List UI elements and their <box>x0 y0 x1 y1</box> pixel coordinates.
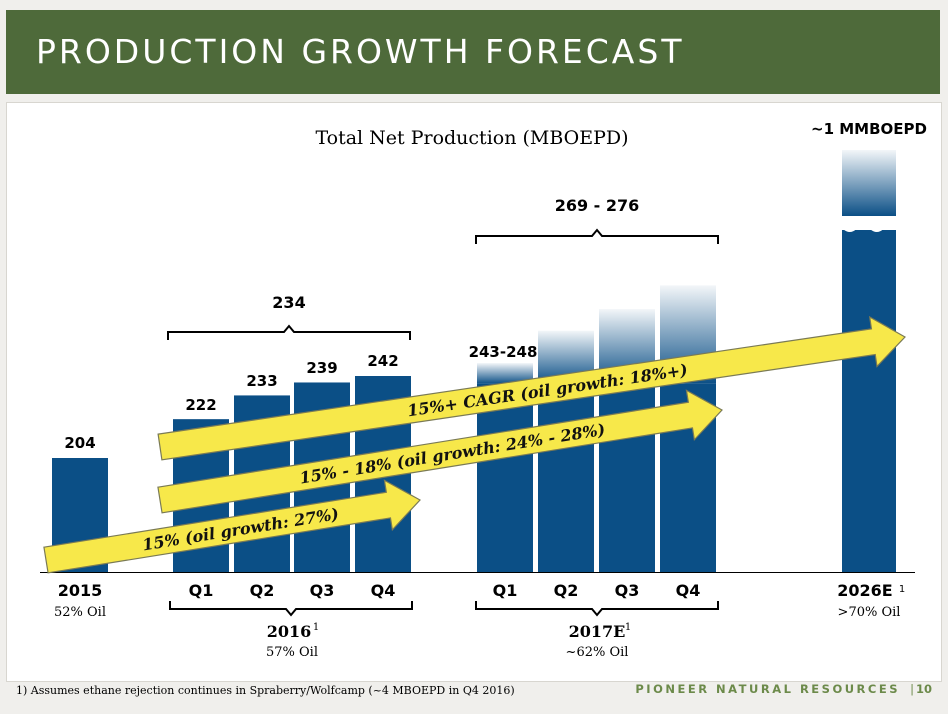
bracket-2016-label: 234 <box>272 293 305 312</box>
oil-pct-2017: ~62% Oil <box>566 645 629 660</box>
tick-label-4: Q4 <box>371 581 396 600</box>
bracket-2016 <box>167 324 411 340</box>
bar-6 <box>538 383 594 572</box>
bracket-2017 <box>475 228 719 244</box>
bar-value-label-3: 239 <box>306 359 337 377</box>
tick-label-5: Q1 <box>493 581 518 600</box>
growth-arrow-shape-1 <box>43 479 421 574</box>
growth-arrow-shape-3 <box>157 315 906 461</box>
year-label-2016: 2016 <box>267 622 312 641</box>
tick-label-3: Q3 <box>310 581 335 600</box>
tick-label-2: Q2 <box>250 581 275 600</box>
brand-separator: | <box>910 682 914 696</box>
footnote: 1) Assumes ethane rejection continues in… <box>16 684 515 697</box>
tick-label-8: Q4 <box>676 581 701 600</box>
bar-fade-5 <box>477 363 533 384</box>
tick-label-2026e-sup: 1 <box>899 584 905 595</box>
brackets-layer <box>167 228 719 617</box>
tick-label-1: Q1 <box>189 581 214 600</box>
year-label-2016-sup: 1 <box>313 622 319 633</box>
labels-layer: Total Net Production (MBOEPD) 204 222 233 23… <box>54 120 927 660</box>
year-label-2017-sup: 1 <box>625 622 631 633</box>
bar-value-label-0: 204 <box>64 434 95 452</box>
tick-label-9: 2026E <box>837 581 892 600</box>
chart-title: Total Net Production (MBOEPD) <box>315 127 628 149</box>
growth-arrow-shape-2 <box>157 389 723 514</box>
page-number: 10 <box>915 682 932 696</box>
bar-value-label-9: ~1 MMBOEPD <box>811 120 927 138</box>
bracket-2017-label: 269 - 276 <box>555 196 640 215</box>
bar-value-label-1: 222 <box>185 396 216 414</box>
tick-label-6: Q2 <box>554 581 579 600</box>
oil-pct-2026e: >70% Oil <box>838 605 901 620</box>
oil-pct-2016: 57% Oil <box>266 645 318 660</box>
tick-label-7: Q3 <box>615 581 640 600</box>
bar-value-label-2: 233 <box>246 372 277 390</box>
bar-2026e <box>842 230 896 572</box>
bar-value-label-5: 243-248 <box>469 343 538 361</box>
year-label-2017: 2017E <box>569 622 626 641</box>
brand-name: PIONEER NATURAL RESOURCES <box>635 682 900 696</box>
bar-5 <box>477 383 533 572</box>
page-title: PRODUCTION GROWTH FORECAST <box>36 32 685 71</box>
axis-break-mark <box>841 217 897 232</box>
oil-pct-2015: 52% Oil <box>54 605 106 620</box>
bar-2026e-top <box>842 150 896 216</box>
bottom-bracket-2016 <box>169 601 413 617</box>
production-chart: 15% (oil growth: 27%)15% - 18% (oil grow… <box>40 120 927 660</box>
bar-value-label-4: 242 <box>367 352 398 370</box>
tick-label-0: 2015 <box>58 581 103 600</box>
bottom-bracket-2017 <box>475 601 719 617</box>
header-bar: PRODUCTION GROWTH FORECAST <box>6 10 940 94</box>
